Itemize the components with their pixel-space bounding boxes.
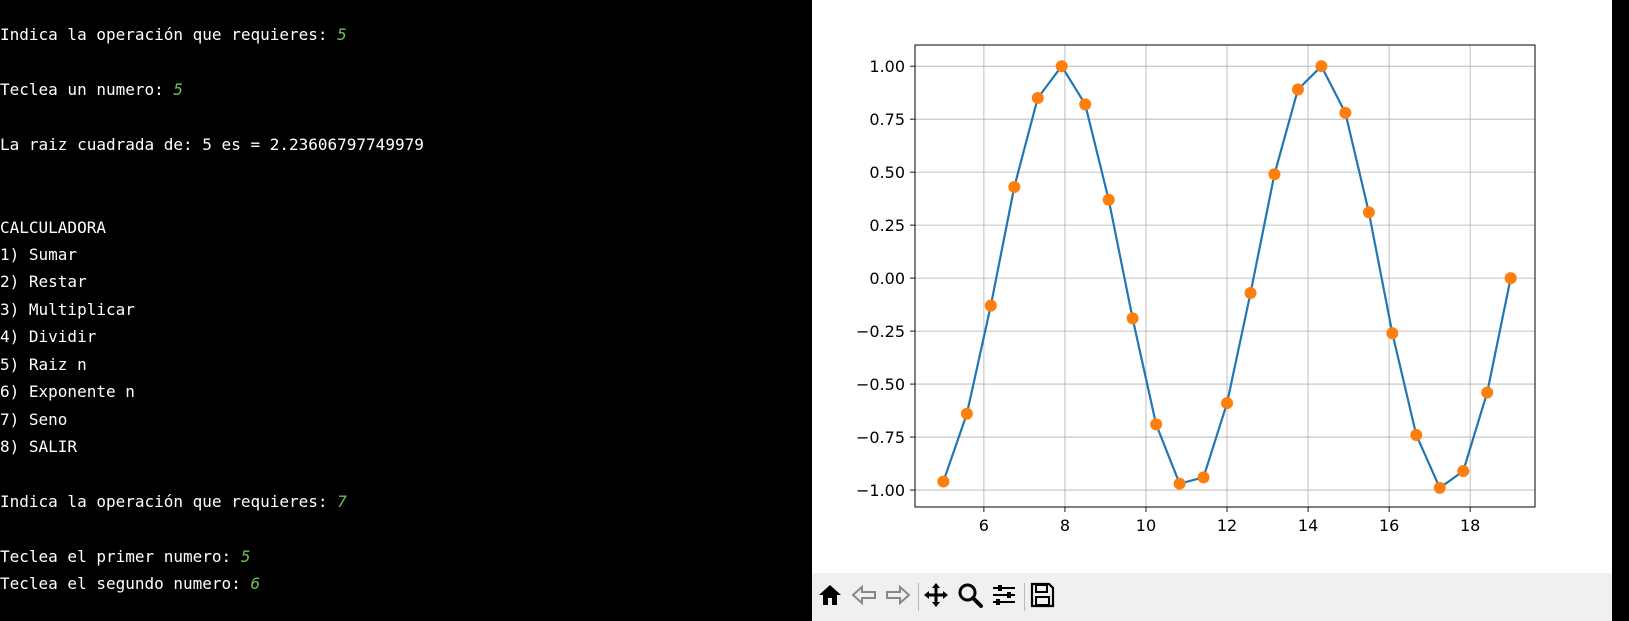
terminal-line: La raiz cuadrada de: 5 es = 2.2360679774… xyxy=(0,135,424,155)
data-point xyxy=(1362,206,1375,219)
x-tick-label: 14 xyxy=(1298,516,1318,535)
terminal-user-input: 5 xyxy=(337,25,347,44)
save-floppy-icon[interactable] xyxy=(1028,581,1060,613)
terminal-line: Teclea el segundo numero: 6 xyxy=(0,574,260,594)
terminal-line: 2) Restar xyxy=(0,272,87,292)
zoom-magnifier-icon[interactable] xyxy=(956,581,988,613)
data-point xyxy=(1386,327,1399,340)
data-point xyxy=(1268,168,1281,181)
terminal-output-text: 7) Seno xyxy=(0,410,68,429)
toolbar-separator xyxy=(918,583,919,611)
sine-line-chart: 6 8 10 12 14 16 18 −1.00 −0.75 −0.50 −0.25 0.00 0.25… xyxy=(856,44,1536,535)
terminal-output-text: 6) Exponente n xyxy=(0,382,135,401)
terminal-output-text: 2) Restar xyxy=(0,272,87,291)
x-tick-label: 12 xyxy=(1217,516,1237,535)
terminal-line: Indica la operación que requieres: 5 xyxy=(0,25,347,45)
terminal-line: Teclea el primer numero: 5 xyxy=(0,547,250,567)
terminal-window: Indica la operación que requieres: 5 Tecl… xyxy=(0,0,812,621)
x-tick-label: 18 xyxy=(1460,516,1480,535)
x-tick-label: 8 xyxy=(1060,516,1070,535)
y-tick-label: −0.25 xyxy=(856,322,905,341)
data-point xyxy=(1126,312,1139,325)
data-point xyxy=(1221,397,1234,410)
data-point xyxy=(1481,386,1494,399)
plot-area-frame xyxy=(914,44,1536,508)
terminal-output-text: Teclea el segundo numero: xyxy=(0,574,251,593)
data-point xyxy=(1197,471,1210,484)
data-point xyxy=(960,407,973,420)
terminal-output-text: Indica la operación que requieres: xyxy=(0,25,338,44)
y-tick-label: 0.25 xyxy=(869,216,905,235)
data-point xyxy=(1150,418,1163,431)
terminal-output-text: Teclea el primer numero: xyxy=(0,547,241,566)
data-point xyxy=(1079,98,1092,111)
terminal-line: 3) Multiplicar xyxy=(0,300,135,320)
data-point xyxy=(937,475,950,488)
pan-move-icon[interactable] xyxy=(922,581,954,613)
figure-toolbar xyxy=(812,573,1612,621)
data-point xyxy=(1102,193,1115,206)
home-icon[interactable] xyxy=(816,581,848,613)
terminal-line: 8) SALIR xyxy=(0,437,77,457)
data-point xyxy=(1457,464,1470,477)
data-point xyxy=(984,299,997,312)
terminal-line: Indica la operación que requieres: 7 xyxy=(0,492,347,512)
y-tick-label: 0.50 xyxy=(869,163,905,182)
x-tick-label: 6 xyxy=(979,516,989,535)
terminal-output-text: 4) Dividir xyxy=(0,327,97,346)
terminal-output-text: 3) Multiplicar xyxy=(0,300,135,319)
toolbar-separator xyxy=(1024,583,1025,611)
terminal-output-text: Teclea un numero: xyxy=(0,80,174,99)
terminal-line: CALCULADORA xyxy=(0,218,106,238)
terminal-output-text: 1) Sumar xyxy=(0,245,78,264)
terminal-output-text: CALCULADORA xyxy=(0,218,106,237)
data-point xyxy=(1315,60,1328,73)
y-tick-label: 0.00 xyxy=(869,269,905,288)
terminal-line: 1) Sumar xyxy=(0,245,77,265)
terminal-output-text: 8) SALIR xyxy=(0,437,78,456)
back-arrow-icon[interactable] xyxy=(850,581,882,613)
data-point xyxy=(1173,477,1186,490)
x-tick-label: 10 xyxy=(1136,516,1156,535)
terminal-line: 5) Raiz n xyxy=(0,355,87,375)
terminal-line: Teclea un numero: 5 xyxy=(0,80,183,100)
data-point xyxy=(1339,106,1352,119)
data-point xyxy=(1031,91,1044,104)
data-point xyxy=(1504,272,1517,285)
terminal-output-text: La raiz cuadrada de: 5 es = 2.2360679774… xyxy=(0,135,424,154)
y-tick-label: −1.00 xyxy=(856,481,905,500)
configure-subplots-icon[interactable] xyxy=(990,581,1022,613)
terminal-line: 7) Seno xyxy=(0,410,67,430)
data-point xyxy=(1008,180,1021,193)
y-tick-label: −0.50 xyxy=(856,375,905,394)
forward-arrow-icon[interactable] xyxy=(884,581,916,613)
x-tick-label: 16 xyxy=(1379,516,1399,535)
terminal-output-text: Indica la operación que requieres: xyxy=(0,492,338,511)
terminal-output-text: 5) Raiz n xyxy=(0,355,87,374)
terminal-user-input: 6 xyxy=(250,574,261,593)
window-edge xyxy=(1612,0,1629,621)
matplotlib-figure-window: 6 8 10 12 14 16 18 −1.00 −0.75 −0.50 −0.25 0.00 0.25… xyxy=(812,0,1612,621)
y-tick-label: −0.75 xyxy=(856,428,905,447)
terminal-user-input: 7 xyxy=(337,492,347,511)
terminal-user-input: 5 xyxy=(240,547,251,566)
terminal-user-input: 5 xyxy=(173,80,184,99)
terminal-line: 4) Dividir xyxy=(0,327,96,347)
terminal-line: 6) Exponente n xyxy=(0,382,135,402)
data-point xyxy=(1410,428,1423,441)
data-point xyxy=(1244,286,1257,299)
y-tick-label: 0.75 xyxy=(869,110,905,129)
y-tick-label: 1.00 xyxy=(869,57,905,76)
data-point xyxy=(1055,60,1068,73)
data-point xyxy=(1433,481,1446,494)
data-point xyxy=(1291,83,1304,96)
